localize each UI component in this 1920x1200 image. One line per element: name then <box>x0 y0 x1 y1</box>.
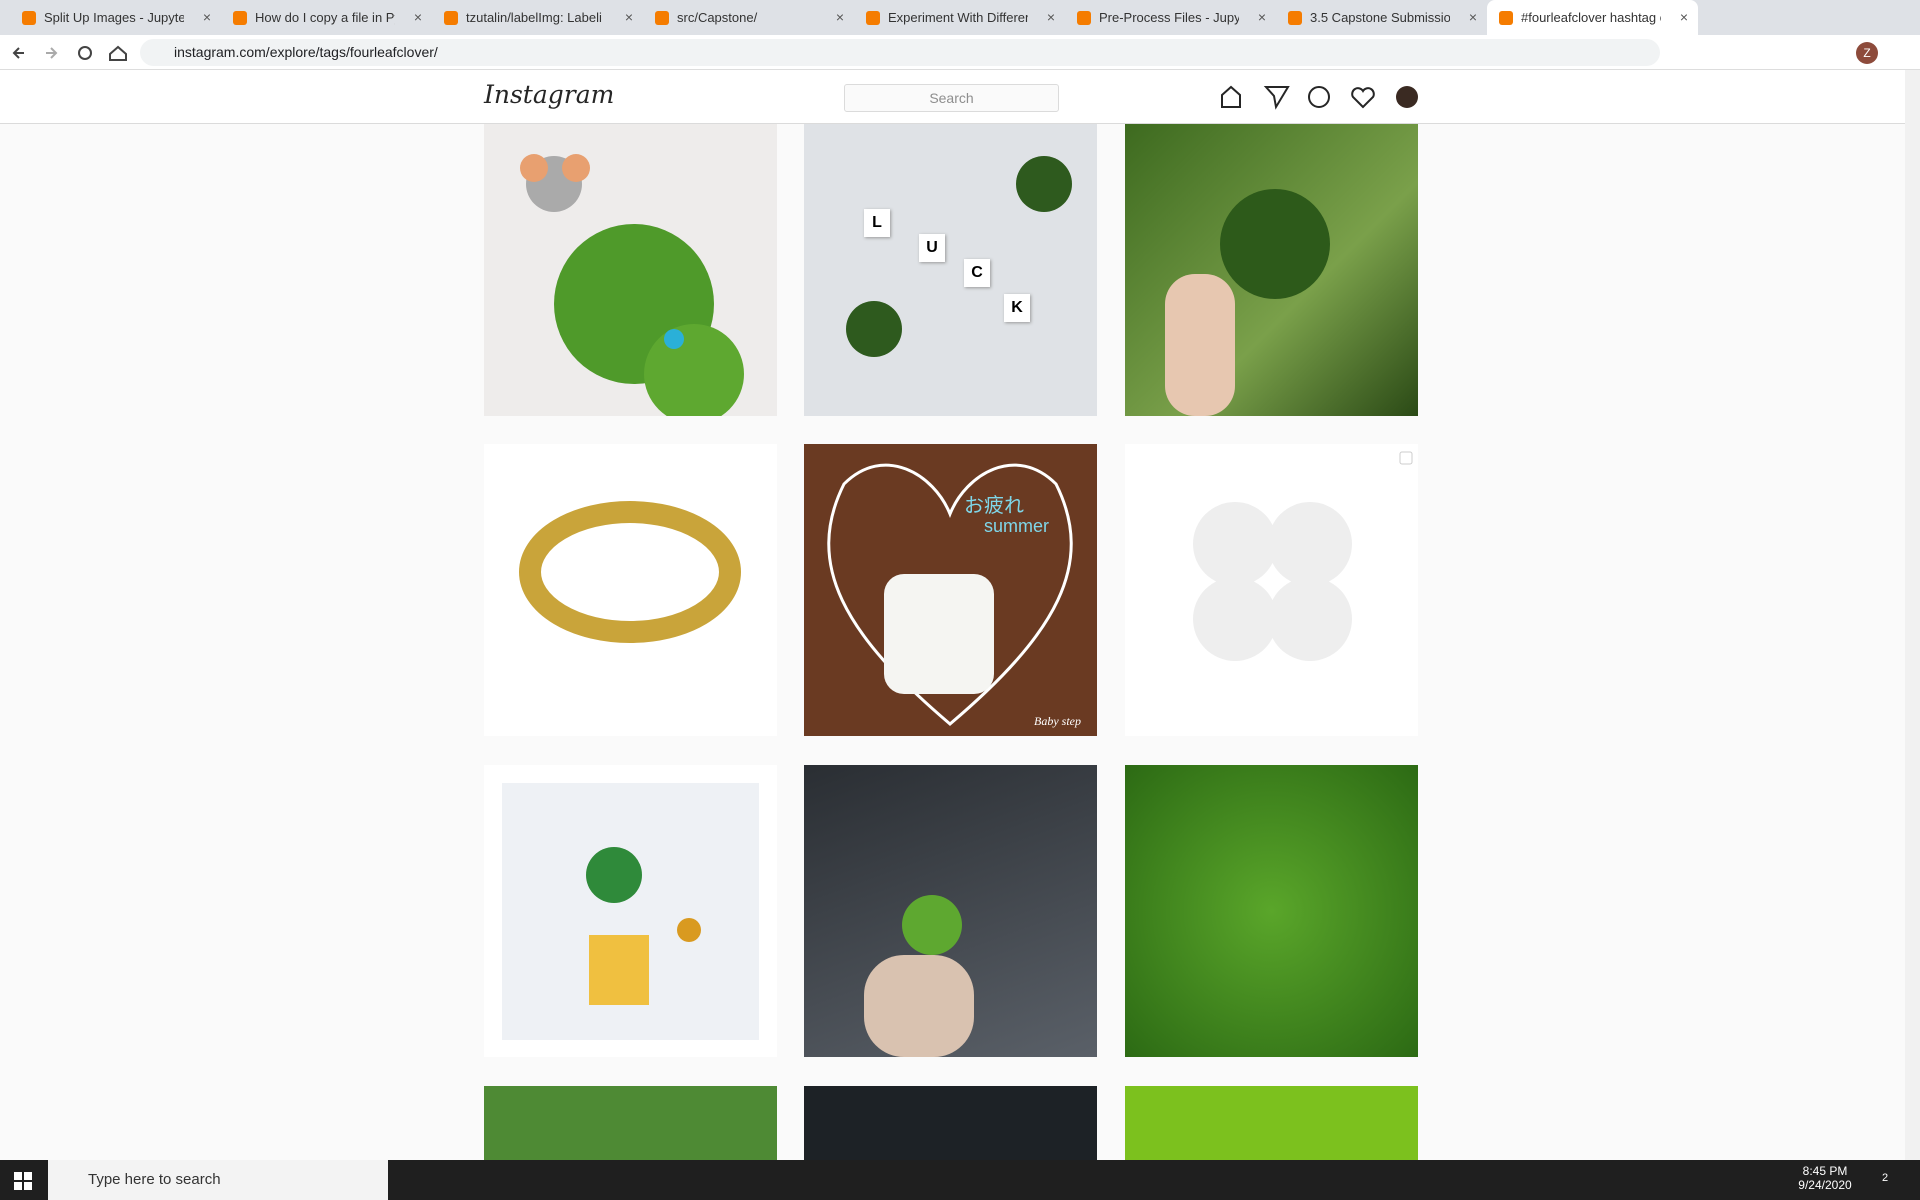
logo[interactable]: Instagram <box>484 80 615 109</box>
tab-bar: Split Up Images - Jupyter N×How do I cop… <box>0 0 1920 35</box>
post-tile[interactable] <box>1125 444 1418 736</box>
tab-title: tzutalin/labelImg: Labeli <box>466 10 602 25</box>
date: 9/24/2020 <box>1798 1178 1852 1192</box>
taskbar: Type here to search 8:45 PM 9/24/2020 2 <box>0 1160 1920 1200</box>
address-bar: instagram.com/explore/tags/fourleafclove… <box>0 35 1920 70</box>
letter-card: C <box>964 259 990 287</box>
tab-close[interactable]: × <box>1679 9 1688 25</box>
tab-close[interactable]: × <box>1046 9 1055 25</box>
image-caption: Baby step <box>1034 714 1081 728</box>
tab[interactable]: #fourleafclover hashtag on × <box>1487 0 1698 35</box>
letter-card: L <box>864 209 890 237</box>
tab-title: #fourleafclover hashtag on <box>1521 10 1661 25</box>
tab-icon <box>22 11 36 25</box>
tab-icon <box>1499 11 1513 25</box>
post-tile[interactable] <box>484 444 777 736</box>
image-text: summer <box>984 516 1050 536</box>
letter-card: U <box>919 234 945 262</box>
tab[interactable]: src/Capstone/ × <box>643 0 854 35</box>
tab-title: Split Up Images - Jupyter N <box>44 10 184 25</box>
tab-icon <box>444 11 458 25</box>
tab-icon <box>866 11 880 25</box>
tab-title: Experiment With Different I <box>888 10 1028 25</box>
post-tile[interactable] <box>1125 765 1418 1057</box>
tab-icon <box>1077 11 1091 25</box>
scrollbar[interactable] <box>1905 70 1920 1160</box>
post-tile[interactable] <box>484 1086 777 1160</box>
tab-icon <box>655 11 669 25</box>
tab-icon <box>1288 11 1302 25</box>
tab-close[interactable]: × <box>413 9 422 25</box>
post-tile[interactable] <box>1125 124 1418 416</box>
search-box[interactable]: Search <box>844 84 1059 112</box>
tab-close[interactable]: × <box>835 9 844 25</box>
tab-title: src/Capstone/ <box>677 10 758 25</box>
tab[interactable]: Experiment With Different I × <box>854 0 1065 35</box>
taskbar-search[interactable]: Type here to search <box>48 1160 388 1200</box>
nav-icons[interactable] <box>1218 83 1418 111</box>
tab-close[interactable]: × <box>624 9 633 25</box>
image-text: お疲れ <box>964 495 1024 517</box>
tab-close[interactable]: × <box>202 9 211 25</box>
tab-close[interactable]: × <box>1257 9 1266 25</box>
instagram-header: Instagram Search <box>0 70 1905 124</box>
notification-count[interactable]: 2 <box>1882 1172 1889 1184</box>
tab-title: How do I copy a file in Pyth <box>255 10 395 25</box>
tab[interactable]: tzutalin/labelImg: Labeli × <box>432 0 643 35</box>
tab-title: Pre-Process Files - Jupyter I <box>1099 10 1239 25</box>
tab[interactable]: Split Up Images - Jupyter N × <box>10 0 221 35</box>
post-tile[interactable] <box>1125 1086 1418 1160</box>
post-tile[interactable] <box>484 765 777 1057</box>
letter-card: K <box>1004 294 1030 322</box>
start-button[interactable] <box>14 1172 32 1190</box>
url-field[interactable]: instagram.com/explore/tags/fourleafclove… <box>140 39 1660 66</box>
post-tile[interactable] <box>804 1086 1097 1160</box>
tab-icon <box>233 11 247 25</box>
clock[interactable]: 8:45 PM 9/24/2020 <box>1790 1164 1860 1192</box>
tab[interactable]: 3.5 Capstone Submission - I × <box>1276 0 1487 35</box>
tab-close[interactable]: × <box>1468 9 1477 25</box>
time: 8:45 PM <box>1802 1164 1848 1178</box>
profile-avatar[interactable]: Z <box>1856 42 1878 64</box>
post-tile[interactable]: お疲れ summer Baby step <box>804 444 1097 736</box>
tab-title: 3.5 Capstone Submission - I <box>1310 10 1450 25</box>
tab[interactable]: Pre-Process Files - Jupyter I × <box>1065 0 1276 35</box>
tab[interactable]: How do I copy a file in Pyth × <box>221 0 432 35</box>
post-tile[interactable] <box>484 124 777 416</box>
post-tile[interactable] <box>804 765 1097 1057</box>
nav-buttons[interactable] <box>10 43 130 63</box>
